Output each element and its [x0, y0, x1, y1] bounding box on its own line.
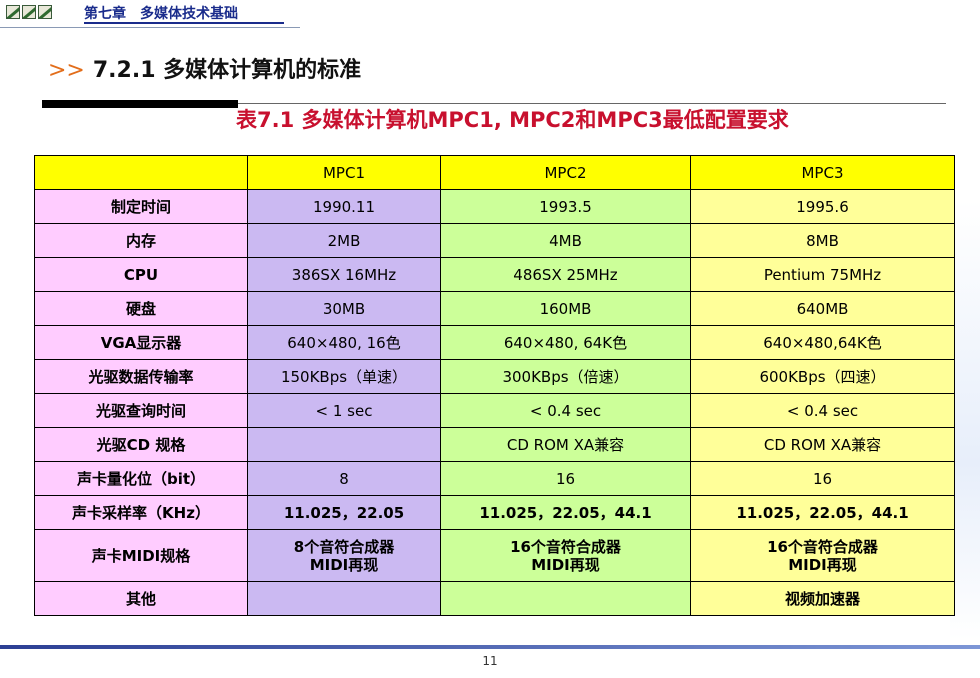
spec-cell: 160MB [440, 291, 691, 326]
table-row: 光驱查询时间 < 1 sec < 0.4 sec < 0.4 sec [34, 393, 955, 428]
table-row: 声卡采样率（KHz） 11.025，22.05 11.025，22.05，44.1 1… [34, 495, 955, 530]
row-label-cell: 光驱数据传输率 [34, 359, 248, 394]
slide-header: 第七章 多媒体技术基础 [0, 0, 980, 28]
spec-cell: CD ROM XA兼容 [690, 427, 955, 462]
table-row: 声卡量化位（bit） 8 16 16 [34, 461, 955, 496]
table-row: 其他 视频加速器 [34, 581, 955, 616]
slide-icon-1 [6, 5, 20, 19]
title-rule-thin [238, 103, 946, 104]
table-row: 制定时间 1990.11 1993.5 1995.6 [34, 189, 955, 224]
spec-cell: < 1 sec [247, 393, 441, 428]
table-row: 硬盘 30MB 160MB 640MB [34, 291, 955, 326]
mpc-spec-table: MPC1 MPC2 MPC3 制定时间 1990.11 1993.5 1995.6 内存… [34, 155, 955, 616]
row-label-cell: VGA显示器 [34, 325, 248, 360]
spec-cell: 视频加速器 [690, 581, 955, 616]
spec-cell [247, 427, 441, 462]
spec-cell: 16个音符合成器 MIDI再现 [440, 529, 691, 582]
header-cell [34, 155, 248, 190]
spec-cell: 1990.11 [247, 189, 441, 224]
table-header-row: MPC1 MPC2 MPC3 [34, 155, 955, 190]
spec-cell: 2MB [247, 223, 441, 258]
spec-cell: CD ROM XA兼容 [440, 427, 691, 462]
row-label-cell: 声卡量化位（bit） [34, 461, 248, 496]
spec-cell [247, 581, 441, 616]
spec-cell: 30MB [247, 291, 441, 326]
spec-cell: 600KBps（四速） [690, 359, 955, 394]
row-label-cell: 制定时间 [34, 189, 248, 224]
row-label-cell: 内存 [34, 223, 248, 258]
table-row: 光驱CD 规格 CD ROM XA兼容 CD ROM XA兼容 [34, 427, 955, 462]
spec-cell: 16 [690, 461, 955, 496]
chapter-title: 第七章 多媒体技术基础 [84, 6, 238, 22]
spec-cell: 486SX 25MHz [440, 257, 691, 292]
spec-cell: 1995.6 [690, 189, 955, 224]
logo [6, 5, 52, 19]
row-label-cell: 声卡MIDI规格 [34, 529, 248, 582]
table-row: VGA显示器 640×480, 16色 640×480, 64K色 640×480,6… [34, 325, 955, 360]
table-row: 光驱数据传输率 150KBps（单速） 300KBps（倍速） 600KBps（四速） [34, 359, 955, 394]
page-number: 11 [482, 654, 498, 668]
spec-cell: 300KBps（倍速） [440, 359, 691, 394]
spec-cell: 8个音符合成器 MIDI再现 [247, 529, 441, 582]
side-decoration [950, 200, 980, 640]
slide-icon-2 [22, 5, 36, 19]
spec-cell: 640×480, 16色 [247, 325, 441, 360]
spec-cell: 11.025，22.05 [247, 495, 441, 530]
table-caption: 表7.1 多媒体计算机MPC1, MPC2和MPC3最低配置要求 [236, 108, 789, 132]
spec-cell: 4MB [440, 223, 691, 258]
spec-cell: 640MB [690, 291, 955, 326]
spec-cell: 16个音符合成器 MIDI再现 [690, 529, 955, 582]
spec-cell: 1993.5 [440, 189, 691, 224]
table-row: CPU 386SX 16MHz 486SX 25MHz Pentium 75MHz [34, 257, 955, 292]
spec-cell: 11.025，22.05，44.1 [690, 495, 955, 530]
spec-cell: < 0.4 sec [440, 393, 691, 428]
spec-cell: 16 [440, 461, 691, 496]
spec-cell: < 0.4 sec [690, 393, 955, 428]
table-row: 声卡MIDI规格 8个音符合成器 MIDI再现 16个音符合成器 MIDI再现 16个… [34, 529, 955, 582]
spec-cell: 8 [247, 461, 441, 496]
row-label-cell: 其他 [34, 581, 248, 616]
row-label-cell: 光驱查询时间 [34, 393, 248, 428]
chapter-underline [84, 22, 284, 24]
row-label-cell: 硬盘 [34, 291, 248, 326]
title-rule-thick [42, 100, 238, 108]
footer-line [0, 645, 980, 649]
header-divider [0, 27, 300, 28]
section-title: >> 7.2.1 多媒体计算机的标准 [48, 52, 361, 84]
row-label-cell: 光驱CD 规格 [34, 427, 248, 462]
row-label-cell: 声卡采样率（KHz） [34, 495, 248, 530]
spec-cell: 386SX 16MHz [247, 257, 441, 292]
spec-cell: 640×480,64K色 [690, 325, 955, 360]
spec-cell: Pentium 75MHz [690, 257, 955, 292]
row-label-cell: CPU [34, 257, 248, 292]
section-title-text: 7.2.1 多媒体计算机的标准 [92, 58, 362, 83]
slide-icon-3 [38, 5, 52, 19]
header-cell: MPC2 [440, 155, 691, 190]
spec-cell: 11.025，22.05，44.1 [440, 495, 691, 530]
table-row: 内存 2MB 4MB 8MB [34, 223, 955, 258]
header-cell: MPC3 [690, 155, 955, 190]
spec-cell: 8MB [690, 223, 955, 258]
arrows-icon: >> [48, 58, 85, 83]
spec-cell: 640×480, 64K色 [440, 325, 691, 360]
spec-cell: 150KBps（单速） [247, 359, 441, 394]
header-cell: MPC1 [247, 155, 441, 190]
spec-cell [440, 581, 691, 616]
